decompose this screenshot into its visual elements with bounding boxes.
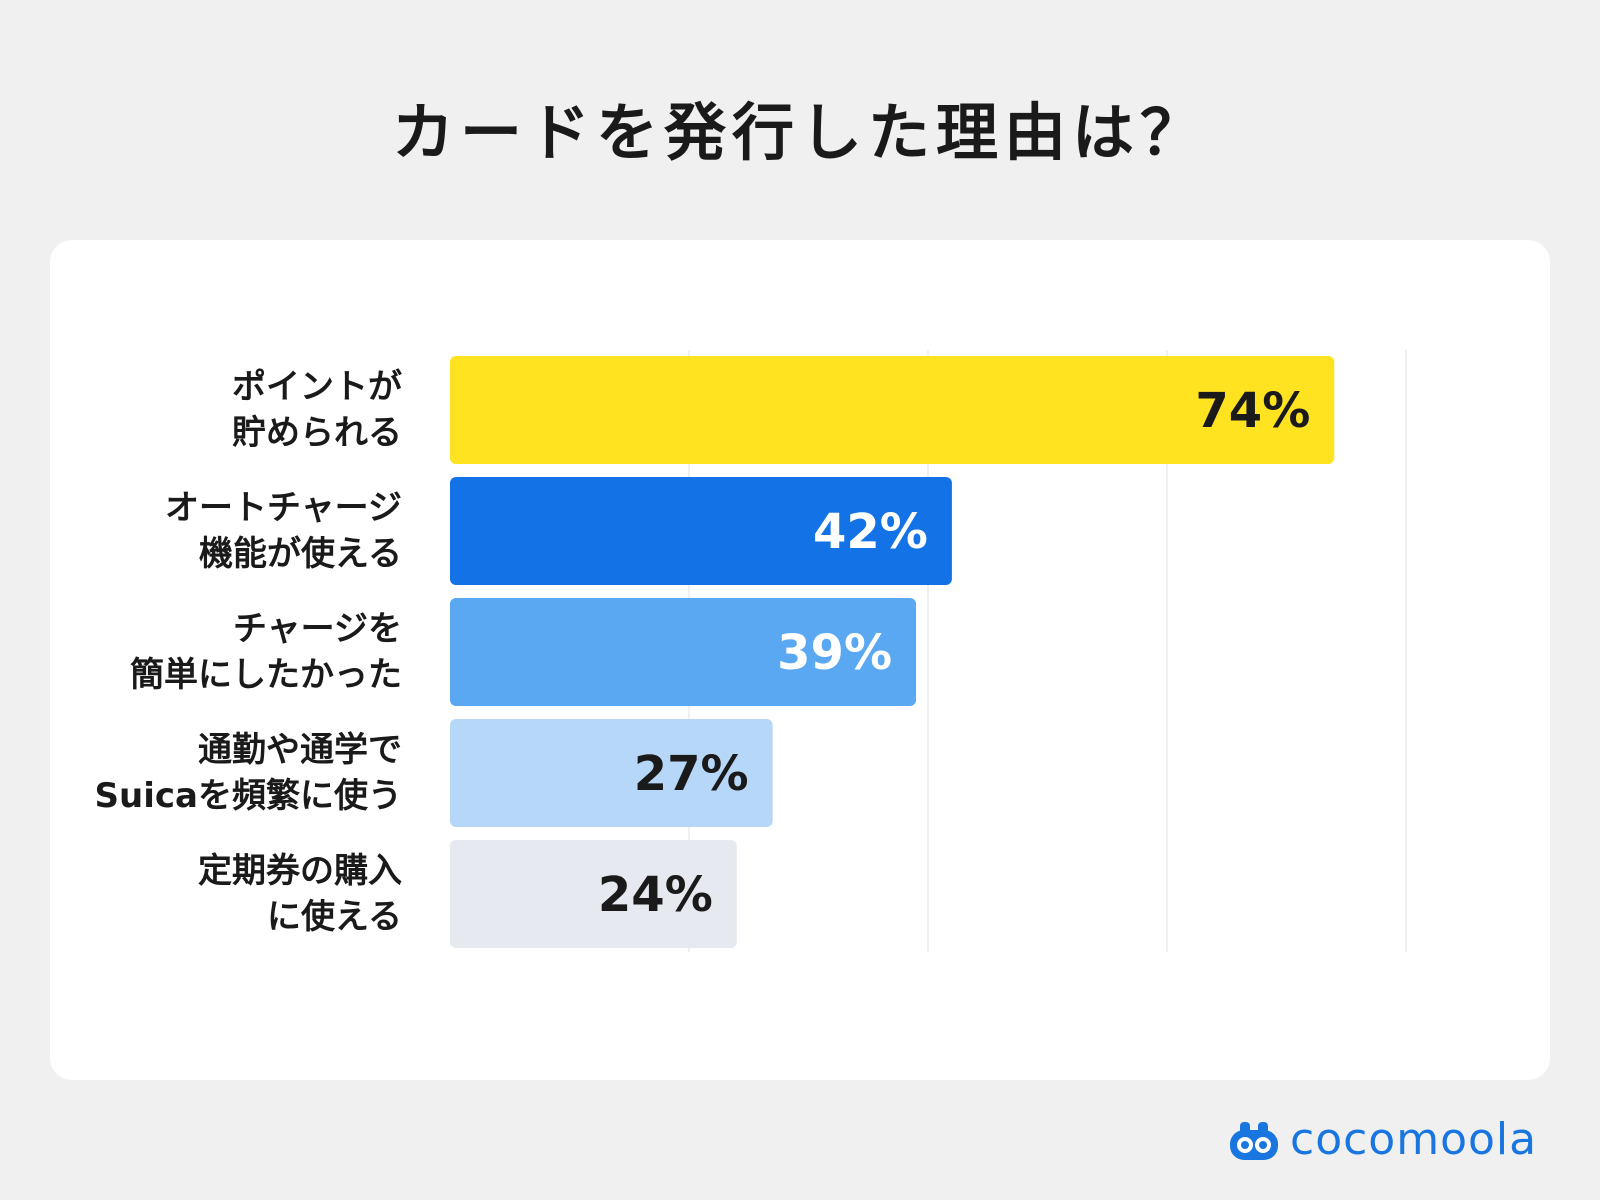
bar [450,356,1335,464]
bar [450,840,737,948]
bar-chart: 74% 42% 39% 27% 24% ポイントが貯められるオートチャージ機能が使えるチ… [95,350,1407,952]
bars: 74% 42% 39% 27% 24% [450,356,1335,948]
value-label: 39% [777,625,892,681]
category-label: 定期券の購入 [198,851,402,891]
category-label: Suicaを頻繁に使う [95,776,402,816]
bar [450,598,917,706]
value-label: 74% [1195,383,1310,439]
logo-icon [1230,1122,1278,1160]
category-label: に使える [267,897,402,937]
category-label: ポイントが [232,367,402,407]
category-label: 通勤や通学で [198,730,402,770]
category-label: オートチャージ [165,488,402,528]
chart-title: カードを発行した理由は？ [391,96,1208,169]
category-label: 貯められる [232,413,402,453]
value-label: 42% [813,504,928,560]
category-label: 簡単にしたかった [130,655,402,695]
value-label: 24% [598,867,713,923]
brand-logo: cocomoola [1226,1116,1537,1164]
bar [450,477,952,585]
chart-card: 74% 42% 39% 27% 24% ポイントが貯められるオートチャージ機能が使えるチ… [50,240,1550,1080]
category-label: チャージを [233,609,402,649]
category-labels: ポイントが貯められるオートチャージ機能が使えるチャージを簡単にしたかった通勤や通… [95,367,402,937]
value-label: 27% [634,746,749,802]
category-label: 機能が使える [199,534,402,574]
bar [450,719,773,827]
brand-name: cocomoola [1290,1114,1538,1165]
